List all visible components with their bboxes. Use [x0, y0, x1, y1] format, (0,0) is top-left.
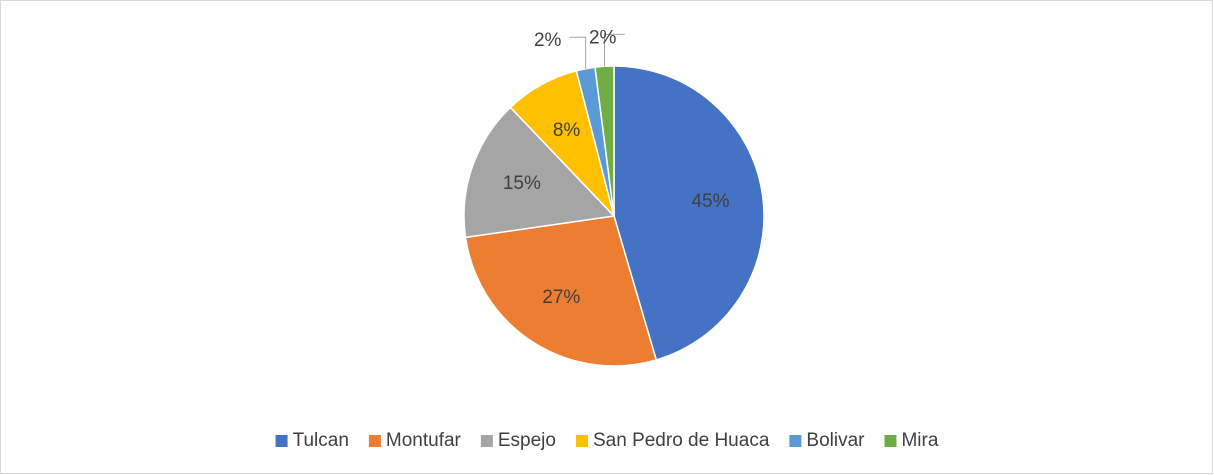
legend-swatch — [275, 435, 288, 447]
data-label: 45% — [691, 191, 729, 212]
data-label: 2% — [589, 27, 617, 48]
data-label: 8% — [553, 120, 581, 141]
leader-line — [569, 36, 587, 69]
legend-swatch — [789, 435, 802, 447]
data-label: 2% — [534, 30, 562, 51]
legend-label: Mira — [901, 430, 938, 451]
legend-swatch — [480, 435, 493, 447]
data-label: 27% — [542, 287, 580, 308]
legend-label: San Pedro de Huaca — [593, 430, 770, 451]
pie-slice — [464, 215, 658, 367]
leader-line — [603, 33, 625, 67]
legend-label: Bolivar — [806, 430, 865, 451]
legend-swatch — [575, 435, 588, 447]
pie-slice — [463, 106, 616, 239]
legend-swatch — [884, 435, 897, 447]
legend-label: Montufar — [386, 430, 462, 451]
data-label: 15% — [503, 173, 541, 194]
legend-label: Tulcan — [293, 430, 349, 451]
legend-swatch — [368, 435, 381, 447]
legend-label: Espejo — [498, 430, 556, 451]
pie-slice — [613, 65, 765, 361]
